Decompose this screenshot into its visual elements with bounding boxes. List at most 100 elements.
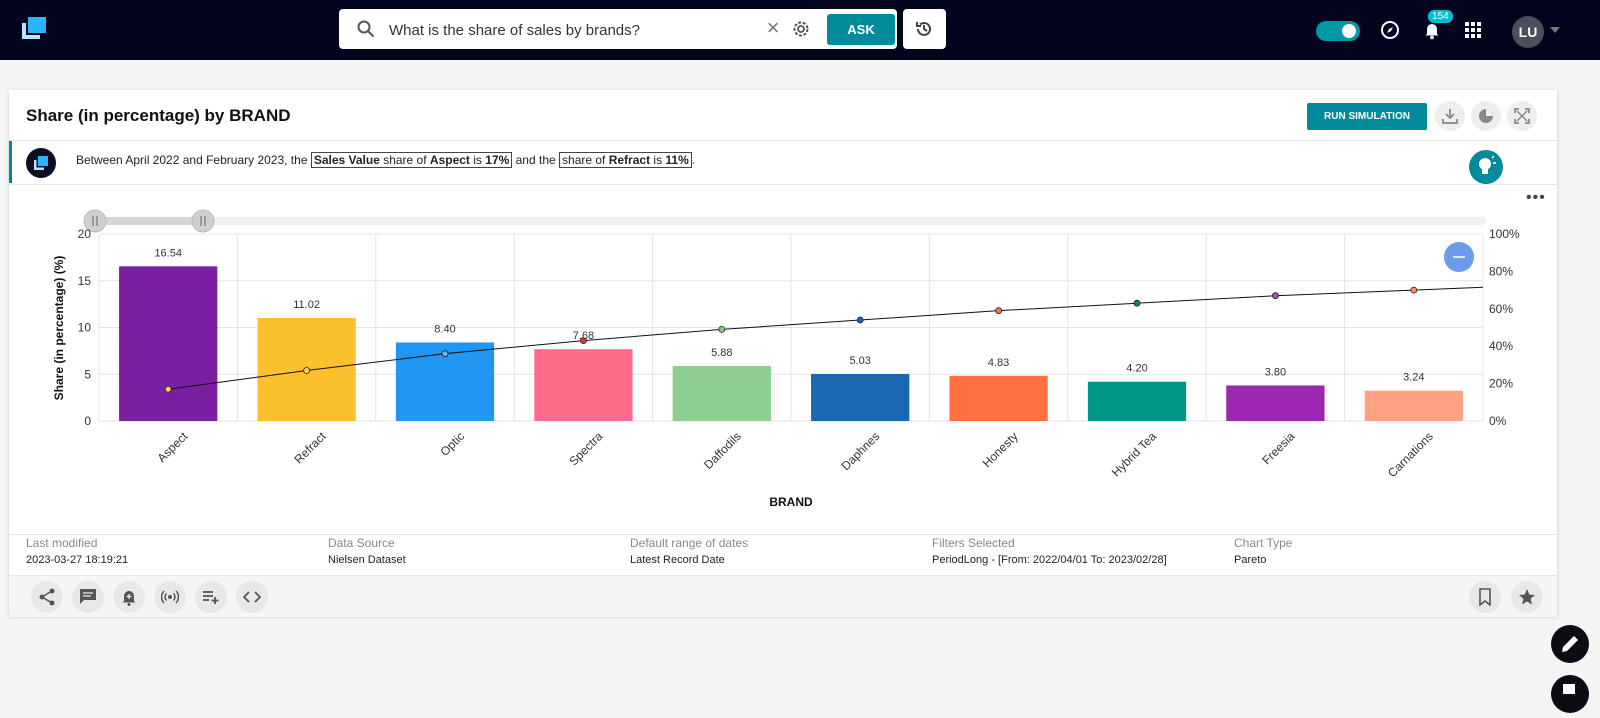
ask-button[interactable]: ASK <box>827 14 895 45</box>
insight-metric: Sales Value <box>313 153 380 167</box>
y-tick-label: 10 <box>78 321 92 335</box>
comments-button[interactable] <box>72 581 104 613</box>
mode-toggle[interactable] <box>1316 21 1360 41</box>
chart-type-button[interactable] <box>1471 101 1501 131</box>
search-input[interactable] <box>387 17 721 43</box>
note-icon <box>1563 684 1575 694</box>
insight-banner: Between April 2022 and February 2023, th… <box>9 141 1560 183</box>
user-avatar[interactable]: LU <box>1512 16 1544 48</box>
insight-is: is <box>469 153 486 167</box>
compass-icon[interactable] <box>1380 20 1400 40</box>
insight-share-of-2: share of <box>562 153 609 167</box>
x-tick-label: Optic <box>437 429 467 459</box>
insight-brand-refract: Refract <box>608 153 651 167</box>
insight-part-1: Between April 2022 and February 2023, th… <box>76 153 311 167</box>
bell-icon[interactable] <box>1422 20 1442 40</box>
history-button[interactable] <box>903 9 946 49</box>
insight-brand-aspect: Aspect <box>429 153 470 167</box>
cumulative-point <box>856 316 864 324</box>
meta-value: PeriodLong - [From: 2022/04/01 To: 2023/… <box>932 554 1167 566</box>
y-tick-label: 5 <box>84 367 91 381</box>
clear-search-icon[interactable]: × <box>766 15 780 40</box>
chevron-down-icon[interactable] <box>1550 27 1560 33</box>
insight-highlight-refract: share of Refract is 11% <box>559 152 692 168</box>
y-tick-label: 20 <box>78 227 92 241</box>
insight-is-2: is <box>650 153 666 167</box>
cumulative-point <box>718 325 726 333</box>
insight-value-refract: 11% <box>665 153 689 167</box>
meta-item: Chart Type Pareto <box>1234 536 1292 566</box>
app-logo[interactable] <box>22 17 46 39</box>
run-simulation-button[interactable]: RUN SIMULATION <box>1307 103 1427 130</box>
embed-code-button[interactable] <box>236 581 268 613</box>
fullscreen-button[interactable] <box>1507 101 1537 131</box>
cumulative-point <box>1410 286 1418 294</box>
cumulative-point <box>1133 299 1141 307</box>
chart-card: Share (in percentage) by BRAND RUN SIMUL… <box>9 90 1560 617</box>
pie-chart-icon <box>1479 109 1493 123</box>
bookmark-button[interactable] <box>1469 581 1501 613</box>
header-divider <box>9 140 1557 141</box>
meta-label: Data Source <box>328 536 395 550</box>
bar-value-label: 5.03 <box>849 355 870 367</box>
meta-divider <box>9 534 1557 535</box>
favorite-button[interactable] <box>1511 581 1543 613</box>
x-tick-label: Honesty <box>980 429 1021 470</box>
meta-value: Nielsen Dataset <box>328 554 406 566</box>
y2-tick-label: 80% <box>1489 264 1513 278</box>
gear-icon[interactable] <box>791 19 811 39</box>
share-button[interactable] <box>31 581 63 613</box>
insight-share-of: share of <box>379 153 430 167</box>
search-bar: × ASK <box>339 9 897 49</box>
add-alert-button[interactable] <box>113 581 145 613</box>
insight-logo-icon <box>34 156 48 170</box>
bar-value-label: 4.83 <box>988 357 1009 369</box>
bar-value-label: 5.88 <box>711 347 732 359</box>
bar <box>1364 390 1463 421</box>
x-tick-label: Daffodils <box>701 429 744 472</box>
add-to-list-button[interactable] <box>195 581 227 613</box>
range-slider-track <box>94 217 1486 225</box>
top-bar: × ASK 154 LU <box>0 0 1600 60</box>
bar <box>1087 381 1187 421</box>
y-tick-label: 15 <box>78 274 92 288</box>
meta-label: Last modified <box>26 536 98 550</box>
edit-fab[interactable] <box>1551 625 1589 663</box>
bar-value-label: 3.24 <box>1403 372 1424 384</box>
x-tick-label: Daphnes <box>838 429 882 473</box>
meta-item: Last modified 2023-03-27 18:19:21 <box>26 536 128 566</box>
range-slider-handle-start[interactable] <box>83 209 107 233</box>
search-icon <box>357 20 375 38</box>
chart-more-options[interactable]: ••• <box>1526 189 1546 206</box>
insight-part-2: and the <box>512 153 560 167</box>
x-tick-label: Freesia <box>1259 429 1297 467</box>
bar <box>534 349 633 421</box>
insight-logo <box>26 148 56 178</box>
star-icon <box>1519 589 1535 605</box>
download-button[interactable] <box>1435 101 1465 131</box>
cumulative-point <box>580 337 587 344</box>
meta-item: Default range of dates Latest Record Date <box>630 536 748 566</box>
range-slider-handle-end[interactable] <box>191 209 215 233</box>
code-icon <box>243 591 261 603</box>
y2-tick-label: 20% <box>1489 377 1513 391</box>
meta-value: 2023-03-27 18:19:21 <box>26 554 129 566</box>
history-icon <box>916 21 931 36</box>
cumulative-point <box>1272 292 1279 300</box>
insight-bulb-button[interactable] <box>1469 150 1503 184</box>
bar-value-label: 16.54 <box>154 247 182 259</box>
x-tick-label: Carnations <box>1385 429 1436 480</box>
broadcast-button[interactable] <box>154 581 186 613</box>
insight-highlight-aspect: Sales Value share of Aspect is 17% <box>310 152 513 168</box>
meta-item: Filters Selected PeriodLong - [From: 2022… <box>932 536 1167 566</box>
pencil-icon <box>1562 636 1578 652</box>
apps-grid-icon[interactable] <box>1465 22 1481 38</box>
cumulative-point <box>995 307 1002 315</box>
x-axis-title: BRAND <box>769 495 813 509</box>
cumulative-point <box>303 367 311 374</box>
secondary-fab[interactable] <box>1551 675 1589 713</box>
bar <box>672 366 771 421</box>
add-alert-icon <box>122 591 136 606</box>
bar <box>1226 385 1325 421</box>
meta-label: Default range of dates <box>630 536 749 550</box>
